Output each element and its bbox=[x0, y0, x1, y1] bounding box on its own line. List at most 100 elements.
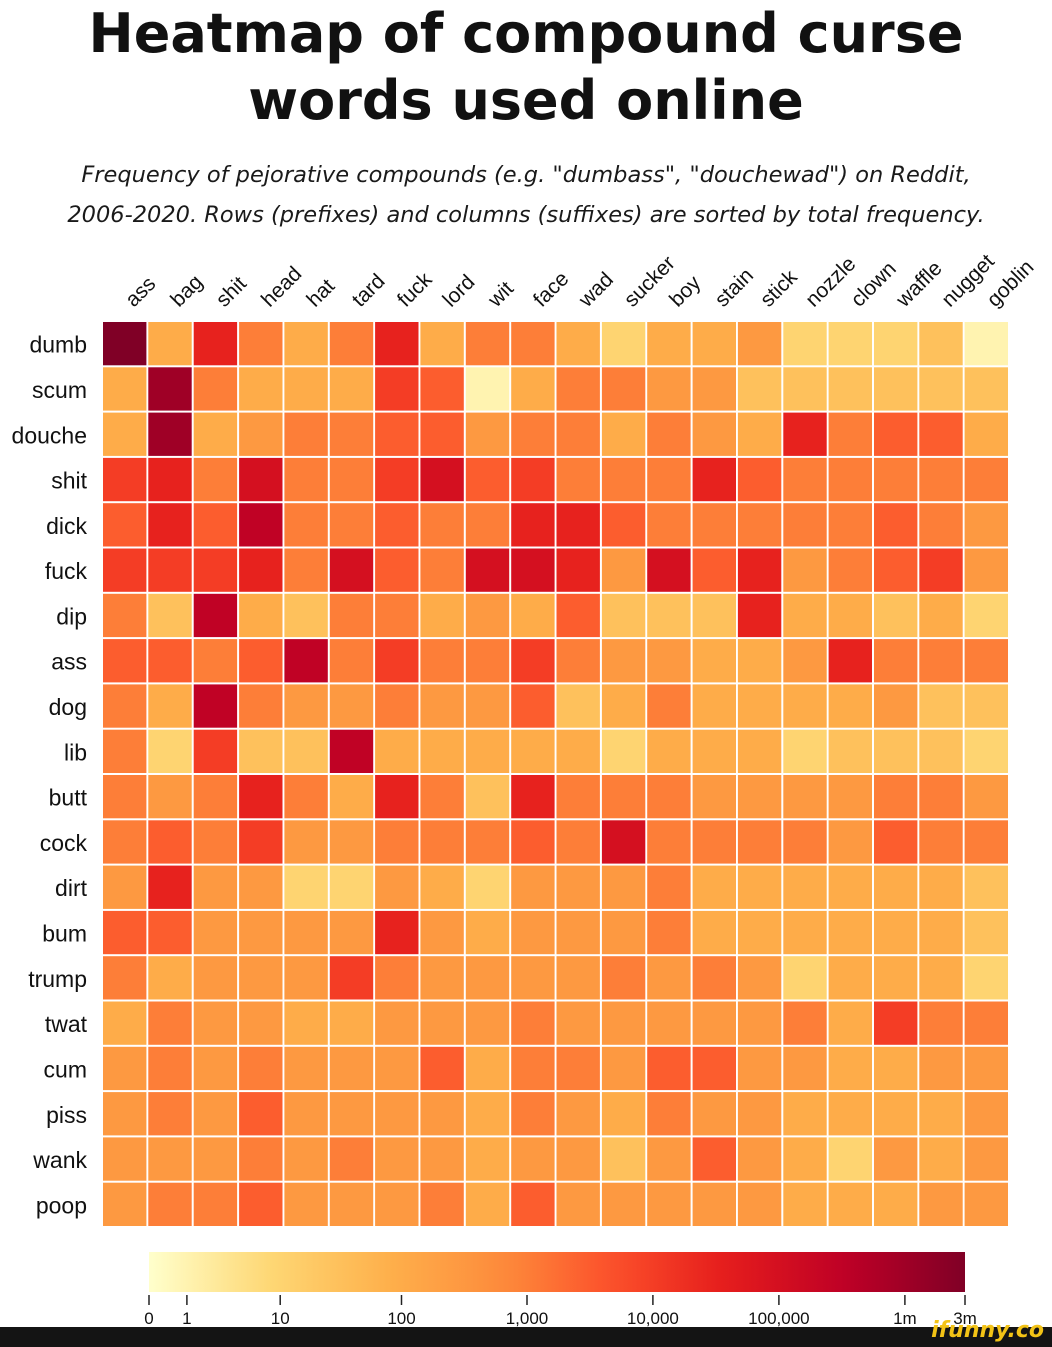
heatmap-cell-fuck-wit bbox=[465, 548, 510, 592]
heatmap-cell-douche-nozzle bbox=[783, 412, 827, 456]
heatmap-cell-wank-fuck bbox=[375, 1137, 419, 1181]
heatmap-cell-cock-nugget bbox=[919, 820, 963, 864]
heatmap-cell-poop-face bbox=[511, 1182, 555, 1226]
heatmap-cell-shit-clown bbox=[828, 457, 872, 502]
heatmap-cell-bum-stick bbox=[737, 910, 782, 955]
heatmap-cell-trump-wad bbox=[556, 956, 600, 1000]
column-label-shit: shit bbox=[212, 272, 251, 311]
heatmap-cell-lib-wit bbox=[465, 729, 510, 773]
column-label-head: head bbox=[257, 262, 306, 311]
heatmap-cell-piss-clown bbox=[828, 1092, 872, 1136]
heatmap-cell-piss-wad bbox=[556, 1092, 600, 1136]
heatmap-cells bbox=[103, 322, 1008, 1226]
heatmap-cell-lib-nugget bbox=[919, 729, 963, 773]
heatmap-cell-douche-lord bbox=[420, 412, 464, 456]
heatmap-cell-piss-head bbox=[239, 1092, 283, 1136]
heatmap-cell-butt-nugget bbox=[919, 775, 963, 819]
heatmap-cell-dirt-wit bbox=[465, 865, 510, 909]
row-label-dip: dip bbox=[56, 603, 87, 629]
heatmap-cell-fuck-face bbox=[511, 548, 555, 592]
heatmap-cell-twat-ass bbox=[103, 1001, 147, 1045]
heatmap-cell-twat-hat bbox=[284, 1001, 328, 1045]
heatmap-cell-dip-sucker bbox=[601, 593, 646, 638]
heatmap-cell-lib-stain bbox=[692, 729, 736, 773]
heatmap-cell-lib-bag bbox=[148, 729, 192, 773]
heatmap-cell-dumb-fuck bbox=[375, 322, 419, 366]
row-label-lib: lib bbox=[64, 739, 87, 765]
column-label-stick: stick bbox=[756, 265, 802, 311]
heatmap-cell-dumb-boy bbox=[647, 322, 691, 366]
heatmap-cell-scum-sucker bbox=[601, 367, 646, 411]
heatmap-cell-shit-nozzle bbox=[783, 457, 827, 502]
heatmap-cell-dog-wit bbox=[465, 684, 510, 728]
heatmap-cell-bum-bag bbox=[148, 910, 192, 955]
heatmap-cell-douche-sucker bbox=[601, 412, 646, 456]
heatmap-cell-dirt-ass bbox=[103, 865, 147, 909]
heatmap-cell-dick-lord bbox=[420, 503, 464, 547]
row-label-butt: butt bbox=[49, 785, 88, 811]
heatmap-cell-lib-waffle bbox=[874, 729, 918, 773]
row-label-dog: dog bbox=[49, 694, 87, 720]
row-labels: dumb scum douche shit dick fuck dip ass dog lib bu… bbox=[12, 332, 88, 1219]
heatmap-cell-fuck-boy bbox=[647, 548, 691, 592]
heatmap-cell-douche-nugget bbox=[919, 412, 963, 456]
heatmap-cell-dirt-stain bbox=[692, 865, 736, 909]
heatmap-cell-dip-bag bbox=[148, 593, 192, 638]
heatmap-cell-shit-tard bbox=[329, 457, 374, 502]
heatmap-cell-cock-sucker bbox=[601, 820, 646, 864]
heatmap-cell-dirt-head bbox=[239, 865, 283, 909]
heatmap-cell-cock-face bbox=[511, 820, 555, 864]
heatmap-cell-butt-ass bbox=[103, 775, 147, 819]
heatmap-cell-poop-ass bbox=[103, 1182, 147, 1226]
heatmap-cell-cum-clown bbox=[828, 1046, 872, 1091]
heatmap-cell-dick-head bbox=[239, 503, 283, 547]
colorbar-tick-label-0: 0 bbox=[144, 1309, 153, 1328]
heatmap-cell-butt-face bbox=[511, 775, 555, 819]
heatmap-cell-trump-ass bbox=[103, 956, 147, 1000]
heatmap-cell-dog-clown bbox=[828, 684, 872, 728]
heatmap-cell-fuck-hat bbox=[284, 548, 328, 592]
heatmap-cell-trump-goblin bbox=[964, 956, 1008, 1000]
heatmap-cell-lib-nozzle bbox=[783, 729, 827, 773]
heatmap-cell-dick-boy bbox=[647, 503, 691, 547]
heatmap-cell-trump-waffle bbox=[874, 956, 918, 1000]
heatmap-cell-wank-goblin bbox=[964, 1137, 1008, 1181]
heatmap-cell-twat-shit bbox=[193, 1001, 238, 1045]
heatmap-cell-wank-stain bbox=[692, 1137, 736, 1181]
heatmap-cell-wank-clown bbox=[828, 1137, 872, 1181]
column-label-waffle: waffle bbox=[891, 257, 946, 312]
heatmap-cell-dumb-shit bbox=[193, 322, 238, 366]
heatmap-cell-trump-face bbox=[511, 956, 555, 1000]
heatmap-cell-dog-waffle bbox=[874, 684, 918, 728]
heatmap-cell-dog-stick bbox=[737, 684, 782, 728]
heatmap-cell-dip-stain bbox=[692, 593, 736, 638]
heatmap-cell-shit-boy bbox=[647, 457, 691, 502]
row-label-ass: ass bbox=[51, 649, 87, 675]
heatmap-cell-poop-fuck bbox=[375, 1182, 419, 1226]
heatmap-cell-dumb-nozzle bbox=[783, 322, 827, 366]
heatmap-cell-butt-bag bbox=[148, 775, 192, 819]
heatmap-cell-scum-ass bbox=[103, 367, 147, 411]
heatmap-cell-dick-nugget bbox=[919, 503, 963, 547]
colorbar-tick-label-2: 10 bbox=[271, 1309, 290, 1328]
heatmap-cell-dumb-wit bbox=[465, 322, 510, 366]
heatmap-cell-lib-boy bbox=[647, 729, 691, 773]
subtitle-line-1: Frequency of pejorative compounds (e.g. … bbox=[81, 162, 971, 188]
column-label-lord: lord bbox=[438, 271, 479, 312]
heatmap-cell-cum-wad bbox=[556, 1046, 600, 1091]
heatmap-cell-lib-shit bbox=[193, 729, 238, 773]
heatmap-cell-twat-clown bbox=[828, 1001, 872, 1045]
column-label-boy: boy bbox=[665, 271, 706, 312]
heatmap-cell-scum-goblin bbox=[964, 367, 1008, 411]
heatmap-cell-douche-face bbox=[511, 412, 555, 456]
heatmap-cell-dumb-stick bbox=[737, 322, 782, 366]
heatmap-cell-cock-boy bbox=[647, 820, 691, 864]
heatmap-cell-butt-hat bbox=[284, 775, 328, 819]
heatmap-cell-twat-wad bbox=[556, 1001, 600, 1045]
row-label-douche: douche bbox=[12, 422, 87, 448]
row-label-bum: bum bbox=[42, 921, 87, 947]
heatmap-cell-dirt-nozzle bbox=[783, 865, 827, 909]
heatmap-cell-dog-stain bbox=[692, 684, 736, 728]
heatmap-cell-ass-clown bbox=[828, 639, 872, 683]
heatmap-cell-dog-boy bbox=[647, 684, 691, 728]
